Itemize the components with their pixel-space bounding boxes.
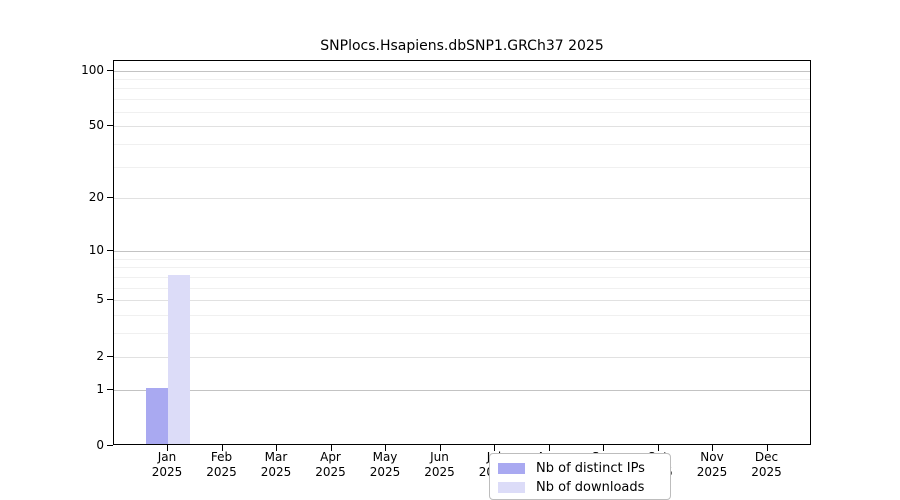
x-tick-nov: [712, 445, 713, 451]
x-label-year-feb: 2025: [206, 465, 237, 479]
y-tick-10: [107, 249, 113, 251]
x-label-month-dec: Dec: [754, 450, 779, 464]
legend-label-distinct-ips: Nb of distinct IPs: [536, 461, 645, 476]
gridline-70: [114, 99, 810, 101]
gridline-8: [114, 267, 810, 269]
x-label-month-may: May: [372, 450, 398, 464]
x-tick-jul: [494, 445, 495, 451]
gridline-40: [114, 143, 810, 145]
y-tick-label-0: 0: [96, 438, 104, 452]
gridline-3: [114, 333, 810, 335]
x-tick-jan: [167, 445, 168, 451]
x-label-month-nov: Nov: [700, 450, 724, 464]
chart-title: SNPlocs.Hsapiens.dbSNP1.GRCh37 2025: [320, 38, 604, 54]
x-tick-label-jun: Jun 2025: [408, 450, 472, 480]
y-tick-20: [107, 197, 113, 199]
gridline-4: [114, 315, 810, 316]
y-tick-label-2: 2: [96, 348, 104, 363]
x-label-month-apr: Apr: [320, 450, 341, 464]
x-tick-oct: [657, 445, 659, 451]
legend-item-distinct-ips: Nb of distinct IPs: [498, 459, 662, 478]
x-label-year-dec: 2025: [751, 465, 782, 479]
x-tick-label-jan: Jan 2025: [135, 450, 199, 480]
x-tick-dec: [766, 445, 768, 451]
y-tick-0: [107, 445, 113, 446]
gridline-1: [114, 389, 810, 391]
x-tick-label-apr: Apr 2025: [299, 450, 363, 480]
gridline-20: [114, 198, 810, 200]
x-tick-mar: [276, 445, 277, 451]
gridline-7: [114, 276, 810, 278]
gridline-6: [114, 287, 810, 289]
x-label-year-may: 2025: [369, 465, 401, 479]
y-tick-50: [107, 125, 113, 127]
bar-downloads-jan: [168, 274, 190, 444]
x-label-month-jun: Jun: [430, 450, 449, 464]
plot-area: Nb of distinct IPs Nb of downloads: [113, 60, 811, 500]
gridline-30: [114, 166, 810, 168]
y-tick-label-1: 1: [96, 381, 104, 396]
legend-label-downloads: Nb of downloads: [536, 480, 645, 495]
y-tick-label-100: 100: [81, 62, 104, 77]
x-tick-apr: [330, 445, 332, 451]
bar-distinct-ips-jan: [146, 387, 168, 444]
x-label-year-nov: 2025: [696, 465, 728, 479]
x-label-year-mar: 2025: [260, 465, 292, 479]
x-tick-label-dec: Dec 2025: [735, 450, 799, 480]
x-label-year-jan: 2025: [151, 465, 183, 479]
gridline-80: [114, 88, 810, 90]
y-tick-label-50: 50: [88, 118, 104, 133]
legend-swatch-downloads: [498, 482, 525, 493]
y-tick-100: [107, 69, 113, 71]
x-tick-label-mar: Mar 2025: [244, 450, 308, 480]
gridline-10: [114, 250, 810, 252]
x-label-month-jan: Jan: [157, 450, 177, 464]
x-tick-label-nov: Nov 2025: [680, 450, 744, 480]
x-tick-aug: [548, 445, 550, 451]
y-tick-5: [107, 299, 113, 301]
x-tick-label-may: May 2025: [353, 450, 417, 480]
gridline-9: [114, 258, 810, 260]
x-tick-feb: [221, 445, 223, 451]
gridline-100: [114, 70, 810, 72]
gridline-2: [114, 356, 810, 358]
gridline-60: [114, 111, 810, 113]
x-label-month-feb: Feb: [210, 450, 233, 464]
y-tick-label-10: 10: [88, 242, 104, 257]
x-label-year-jun: 2025: [424, 465, 455, 479]
gridline-50: [114, 126, 810, 128]
legend-swatch-distinct-ips: [498, 463, 525, 474]
legend-item-downloads: Nb of downloads: [498, 478, 662, 497]
y-tick-2: [107, 355, 113, 357]
gridline-5: [114, 300, 810, 302]
x-label-year-apr: 2025: [315, 465, 346, 479]
x-tick-label-feb: Feb 2025: [190, 450, 254, 480]
y-tick-1: [107, 388, 113, 390]
x-tick-may: [385, 445, 386, 451]
x-label-month-mar: Mar: [264, 450, 288, 464]
legend: Nb of distinct IPs Nb of downloads: [489, 453, 671, 500]
y-tick-label-20: 20: [88, 190, 104, 205]
gridline-90: [114, 79, 810, 80]
y-tick-label-5: 5: [96, 292, 104, 307]
x-tick-sep: [603, 445, 604, 451]
x-tick-jun: [439, 445, 441, 451]
